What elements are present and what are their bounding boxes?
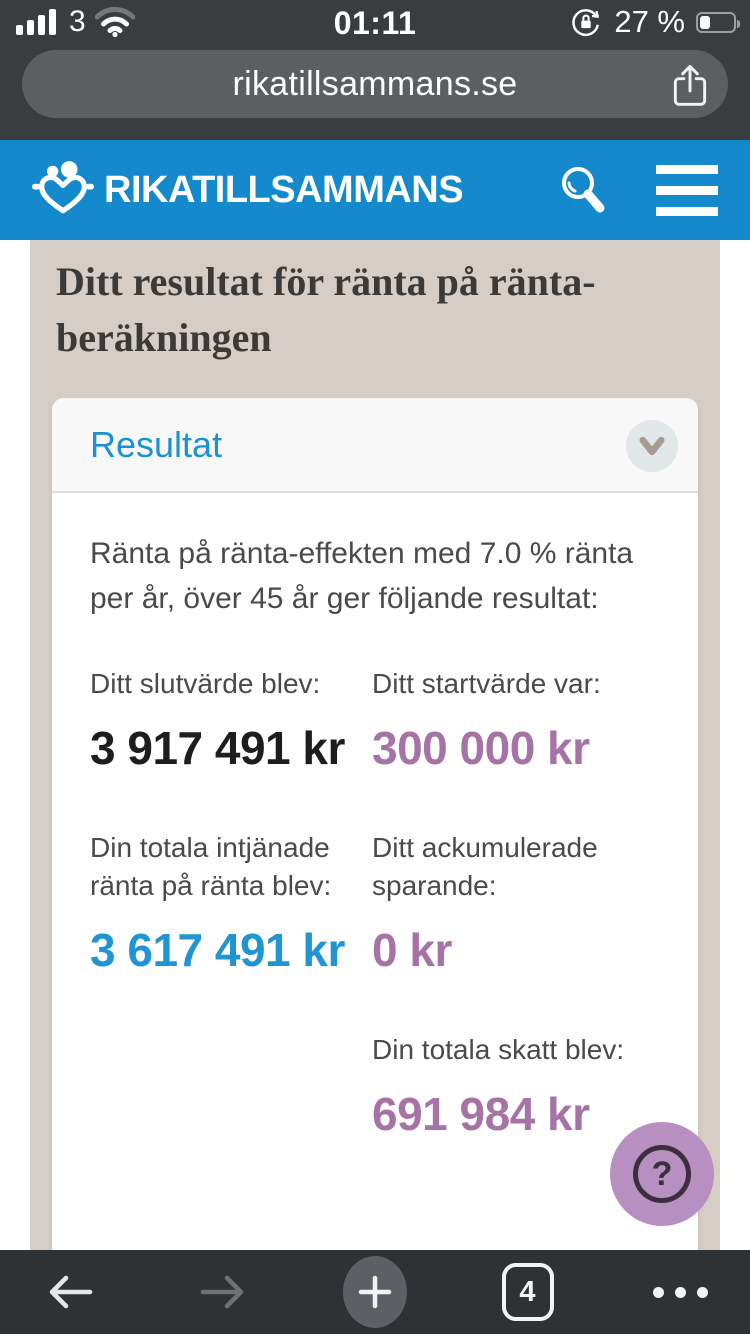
battery-percent-label: 27 %	[614, 4, 685, 39]
battery-fill	[700, 15, 710, 29]
stat-cell: Din totala skatt blev: 691 984 kr	[372, 1031, 662, 1149]
stat-cell: Ditt ackumulerade sparande: 0 kr	[372, 829, 662, 985]
search-icon	[562, 167, 605, 213]
url-text: rikatillsammans.se	[232, 64, 518, 103]
time-label: 01:11	[333, 5, 417, 41]
stat-label: Ditt startvärde var:	[372, 668, 601, 699]
stat-label: Din totala intjänade ränta på ränta blev…	[90, 832, 332, 901]
result-card: Resultat Ränta på ränta-effekten med 7.0…	[52, 398, 698, 1334]
url-row: rikatillsammans.se	[0, 48, 750, 140]
result-card-body: Ränta på ränta-effekten med 7.0 % ränta …	[52, 493, 698, 1149]
status-left: 3	[16, 0, 135, 44]
card-title: Resultat	[90, 423, 223, 465]
stat-value: 3 617 491 kr	[90, 924, 345, 976]
status-bar: 3 01:11 27 %	[0, 0, 750, 44]
back-button[interactable]	[38, 1260, 102, 1324]
plus-icon	[343, 1256, 407, 1328]
bottom-toolbar: 4	[0, 1250, 750, 1334]
forward-button[interactable]	[191, 1260, 255, 1324]
search-button[interactable]	[550, 158, 614, 222]
tab-count: 4	[519, 1275, 536, 1308]
collapse-button[interactable]	[626, 420, 678, 472]
ellipsis-icon	[652, 1286, 708, 1298]
stat-cell: Ditt startvärde var: 300 000 kr	[372, 665, 662, 783]
carrier-label: 3	[69, 5, 86, 38]
share-button[interactable]	[670, 64, 710, 108]
hamburger-icon	[656, 164, 718, 174]
battery-nub	[737, 19, 740, 28]
stat-value: 691 984 kr	[372, 1088, 590, 1140]
share-icon	[673, 64, 707, 106]
stat-value: 3 917 491 kr	[90, 722, 345, 774]
address-bar[interactable]: rikatillsammans.se	[22, 50, 728, 118]
menu-button[interactable]	[656, 164, 718, 216]
result-card-header: Resultat	[52, 398, 698, 493]
status-right: 27 %	[569, 0, 740, 44]
tabs-icon: 4	[501, 1263, 554, 1321]
signal-bars-icon	[16, 9, 56, 35]
content-column: Ditt resultat för ränta på ränta-beräkni…	[30, 240, 720, 1334]
wifi-icon	[94, 7, 135, 37]
result-summary: Ränta på ränta-effekten med 7.0 % ränta …	[90, 537, 634, 615]
back-arrow-icon	[49, 1275, 93, 1309]
stat-value: 0 kr	[372, 924, 452, 976]
browser-top-chrome: 3 01:11 27 %	[0, 0, 750, 140]
chevron-down-icon	[639, 436, 665, 456]
battery-icon	[696, 11, 740, 33]
header-actions	[550, 140, 750, 240]
stat-label: Ditt slutvärde blev:	[90, 668, 321, 699]
logo-heart-icon	[32, 161, 94, 214]
more-button[interactable]	[648, 1260, 712, 1324]
stat-label: Ditt ackumulerade sparande:	[372, 832, 598, 901]
page-title: Ditt resultat för ränta på ränta-beräkni…	[56, 259, 596, 360]
site-header: RIKATILLSAMMANS	[0, 140, 750, 240]
rotation-lock-icon	[572, 9, 600, 37]
new-tab-button[interactable]	[343, 1256, 407, 1328]
page-content: Ditt resultat för ränta på ränta-beräkni…	[0, 240, 750, 1334]
question-icon: ?	[633, 1145, 691, 1203]
stat-cell: Din totala intjänade ränta på ränta blev…	[90, 829, 352, 985]
stat-value: 300 000 kr	[372, 722, 590, 774]
site-logo[interactable]: RIKATILLSAMMANS	[32, 161, 464, 219]
forward-arrow-icon	[200, 1275, 243, 1309]
stats-grid: Ditt slutvärde blev: 3 917 491 kr Ditt s…	[90, 665, 660, 1149]
logo-text: RIKATILLSAMMANS	[104, 168, 464, 211]
stat-label: Din totala skatt blev:	[372, 1034, 625, 1065]
stat-cell: Ditt slutvärde blev: 3 917 491 kr	[90, 665, 352, 783]
stat-cell-empty	[90, 1031, 352, 1149]
tabs-button[interactable]: 4	[496, 1260, 560, 1324]
help-button[interactable]: ?	[610, 1122, 714, 1226]
question-mark: ?	[651, 1155, 673, 1193]
